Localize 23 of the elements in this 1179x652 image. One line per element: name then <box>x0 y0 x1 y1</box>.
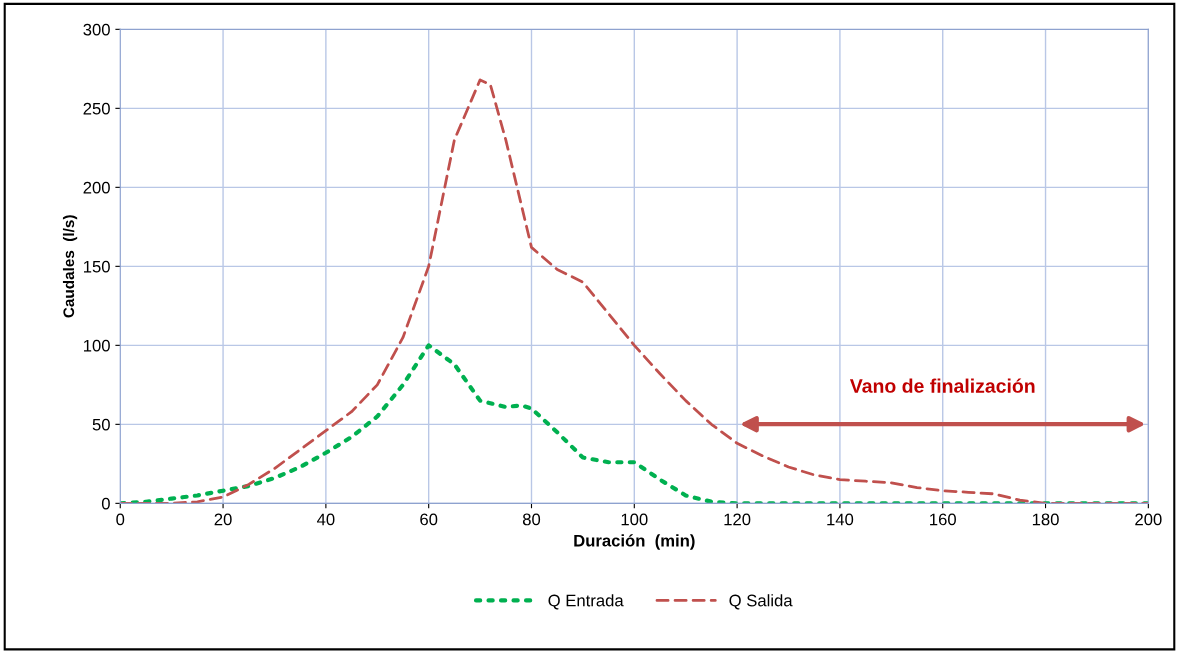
x-axis-title: Duración (min) <box>574 534 695 550</box>
y-tick-label: 100 <box>84 339 110 352</box>
x-tick-label: 160 <box>930 513 956 526</box>
legend-label: Q Entrada <box>548 594 624 610</box>
x-tick-label: 180 <box>1032 513 1059 526</box>
y-tick-label: 0 <box>101 497 110 510</box>
x-tick-label: 0 <box>116 513 125 526</box>
y-tick-label: 250 <box>83 102 110 115</box>
x-tick-label: 40 <box>316 513 335 526</box>
x-tick-label: 20 <box>214 513 232 526</box>
x-tick-label: 80 <box>522 513 541 526</box>
x-tick-label: 120 <box>724 513 751 526</box>
x-tick-label: 60 <box>420 513 438 526</box>
x-tick-label: 140 <box>827 513 854 526</box>
legend-label: Q Salida <box>729 594 793 610</box>
y-tick-label: 200 <box>83 181 110 194</box>
annotation: Vano de finalización <box>849 378 1035 393</box>
y-tick-label: 300 <box>83 23 110 36</box>
x-tick-label: 100 <box>621 513 648 526</box>
y-tick-label: 150 <box>84 260 110 273</box>
x-tick-label: 200 <box>1135 513 1162 526</box>
y-axis-title: Caudales (l/s) <box>62 215 78 318</box>
y-tick-label: 50 <box>92 418 110 431</box>
